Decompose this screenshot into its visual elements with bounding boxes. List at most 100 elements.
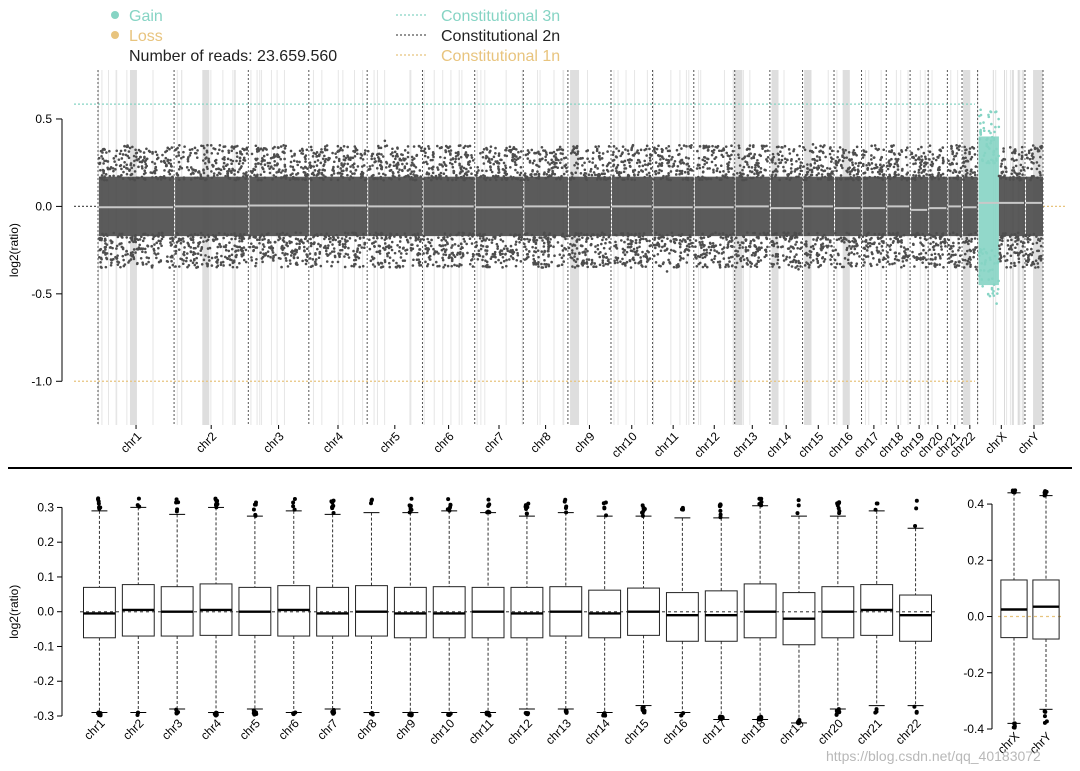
read-point <box>1012 175 1015 179</box>
read-point <box>501 168 505 171</box>
read-point <box>1039 237 1043 240</box>
read-point <box>958 254 962 257</box>
read-point <box>461 169 464 173</box>
read-point <box>157 246 160 250</box>
read-point <box>450 264 454 268</box>
read-point <box>469 166 472 170</box>
read-point <box>680 240 684 243</box>
read-point <box>997 117 1000 121</box>
read-point <box>933 262 936 265</box>
read-point <box>240 235 244 239</box>
read-point <box>417 235 421 239</box>
read-point <box>1012 159 1016 162</box>
read-point <box>775 145 779 149</box>
read-point <box>226 163 229 166</box>
read-point <box>696 163 700 167</box>
read-point <box>343 255 346 258</box>
read-point <box>122 170 125 174</box>
read-point <box>409 246 413 250</box>
read-point <box>216 259 219 263</box>
read-point <box>242 258 246 262</box>
read-point <box>724 145 728 148</box>
read-point <box>134 151 138 155</box>
read-point <box>509 244 513 248</box>
read-point <box>284 252 287 255</box>
read-point <box>254 261 258 265</box>
read-point <box>999 256 1003 260</box>
read-point <box>309 244 313 248</box>
read-point <box>787 263 791 267</box>
read-point <box>616 163 620 167</box>
read-point <box>436 168 440 171</box>
read-point <box>202 240 205 243</box>
read-point <box>814 242 817 246</box>
read-point <box>560 233 564 237</box>
read-point <box>375 166 379 170</box>
read-point <box>805 244 808 248</box>
read-point <box>314 260 317 264</box>
read-point <box>281 231 285 235</box>
read-point <box>1018 251 1022 254</box>
read-point <box>223 145 227 148</box>
read-point <box>380 236 384 240</box>
read-point <box>721 174 725 178</box>
read-point <box>774 173 778 177</box>
read-point <box>266 161 270 165</box>
read-point <box>279 171 283 174</box>
read-point <box>371 164 374 167</box>
read-point <box>416 238 420 241</box>
read-point <box>431 176 435 179</box>
read-point <box>223 232 227 236</box>
read-point <box>761 147 764 150</box>
read-point <box>188 154 192 157</box>
read-point <box>116 175 120 178</box>
read-point <box>103 246 107 249</box>
read-point <box>615 165 619 169</box>
read-point <box>776 252 780 256</box>
read-point <box>795 153 799 157</box>
read-point <box>543 236 546 239</box>
read-point <box>145 256 149 259</box>
read-point <box>514 264 518 268</box>
read-point <box>274 253 277 257</box>
read-point <box>846 258 850 262</box>
read-point <box>540 266 544 269</box>
chromosome-label: chr11 <box>651 429 682 460</box>
read-point <box>174 252 177 255</box>
read-point <box>162 176 166 180</box>
read-point <box>861 240 864 243</box>
read-point <box>738 243 742 247</box>
read-point <box>378 252 382 255</box>
read-point <box>151 150 154 154</box>
read-point <box>901 175 905 178</box>
read-point <box>992 150 995 154</box>
read-point <box>830 160 833 163</box>
read-point <box>992 289 995 293</box>
read-point <box>686 253 690 257</box>
read-point <box>482 162 486 165</box>
read-point <box>490 170 494 174</box>
read-point <box>964 173 968 176</box>
read-point <box>334 152 337 155</box>
read-point <box>718 232 721 236</box>
read-point <box>783 144 787 148</box>
read-point <box>818 158 822 162</box>
read-point <box>223 158 226 161</box>
read-point <box>488 159 491 163</box>
read-point <box>140 160 144 164</box>
read-point <box>844 177 848 181</box>
read-point <box>416 244 419 247</box>
read-point <box>944 240 947 244</box>
read-point <box>144 250 147 254</box>
read-point <box>462 166 466 170</box>
read-point <box>662 261 665 264</box>
read-point <box>419 263 423 267</box>
read-point <box>305 253 308 256</box>
read-point <box>930 173 934 176</box>
read-point <box>116 263 120 266</box>
read-point <box>681 178 685 181</box>
read-point <box>256 178 260 182</box>
read-point <box>285 232 289 236</box>
read-point <box>121 254 125 258</box>
read-point <box>793 170 797 173</box>
